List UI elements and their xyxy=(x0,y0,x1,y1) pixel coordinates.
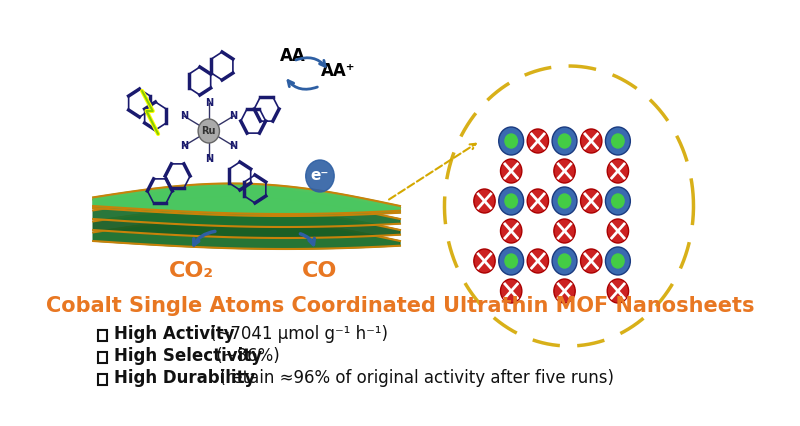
Circle shape xyxy=(498,217,524,245)
Text: AA: AA xyxy=(280,47,306,65)
Text: Cobalt Single Atoms Coordinated Ultrathin MOF Nanosheets: Cobalt Single Atoms Coordinated Ultrathi… xyxy=(46,296,754,316)
Circle shape xyxy=(606,127,630,155)
Text: AA⁺: AA⁺ xyxy=(321,62,355,80)
Text: N: N xyxy=(230,111,238,121)
Circle shape xyxy=(554,279,575,303)
Circle shape xyxy=(604,185,632,217)
Circle shape xyxy=(198,119,219,143)
Circle shape xyxy=(497,185,526,217)
Circle shape xyxy=(606,217,630,245)
Circle shape xyxy=(497,245,526,277)
Circle shape xyxy=(552,187,577,215)
Text: N: N xyxy=(205,154,213,164)
Circle shape xyxy=(501,279,522,303)
Text: (~86%): (~86%) xyxy=(211,347,280,365)
Text: CO₂: CO₂ xyxy=(169,261,214,281)
Circle shape xyxy=(578,127,604,155)
Circle shape xyxy=(604,125,632,157)
Text: N: N xyxy=(205,98,213,108)
Circle shape xyxy=(552,217,577,245)
Circle shape xyxy=(497,125,526,157)
Circle shape xyxy=(612,254,624,268)
Circle shape xyxy=(472,247,497,275)
Text: Ru: Ru xyxy=(202,126,216,136)
Circle shape xyxy=(498,277,524,305)
Circle shape xyxy=(505,134,518,148)
Circle shape xyxy=(552,277,577,305)
Circle shape xyxy=(527,129,549,153)
Circle shape xyxy=(606,187,630,215)
Circle shape xyxy=(558,194,570,208)
Circle shape xyxy=(550,125,578,157)
Circle shape xyxy=(552,127,577,155)
Circle shape xyxy=(607,279,629,303)
Circle shape xyxy=(606,157,630,185)
FancyBboxPatch shape xyxy=(98,374,107,385)
Circle shape xyxy=(607,159,629,183)
Text: e⁻: e⁻ xyxy=(310,169,329,184)
Circle shape xyxy=(501,219,522,243)
Circle shape xyxy=(498,157,524,185)
Text: N: N xyxy=(180,141,188,151)
Circle shape xyxy=(527,189,549,213)
Text: N: N xyxy=(180,111,188,121)
Polygon shape xyxy=(93,207,400,238)
Circle shape xyxy=(498,247,524,275)
Circle shape xyxy=(474,249,495,273)
Circle shape xyxy=(306,160,334,192)
Circle shape xyxy=(505,194,518,208)
Circle shape xyxy=(606,277,630,305)
Text: High Selectivity: High Selectivity xyxy=(114,347,262,365)
Circle shape xyxy=(472,187,497,215)
Circle shape xyxy=(578,247,604,275)
Text: (~7041 μmol g⁻¹ h⁻¹): (~7041 μmol g⁻¹ h⁻¹) xyxy=(190,325,388,343)
Circle shape xyxy=(501,159,522,183)
Circle shape xyxy=(558,134,570,148)
Circle shape xyxy=(498,127,524,155)
Circle shape xyxy=(526,247,550,275)
Circle shape xyxy=(578,187,604,215)
Circle shape xyxy=(505,254,518,268)
Circle shape xyxy=(606,247,630,275)
Polygon shape xyxy=(93,184,400,214)
Text: N: N xyxy=(230,141,238,151)
Circle shape xyxy=(527,249,549,273)
Circle shape xyxy=(526,127,550,155)
Polygon shape xyxy=(93,185,400,216)
Circle shape xyxy=(612,134,624,148)
Circle shape xyxy=(581,189,602,213)
Circle shape xyxy=(550,245,578,277)
Circle shape xyxy=(581,249,602,273)
FancyBboxPatch shape xyxy=(98,330,107,341)
Circle shape xyxy=(474,189,495,213)
Text: High Activity: High Activity xyxy=(114,325,234,343)
FancyBboxPatch shape xyxy=(98,352,107,363)
Circle shape xyxy=(558,254,570,268)
Circle shape xyxy=(604,245,632,277)
Circle shape xyxy=(498,187,524,215)
Circle shape xyxy=(554,219,575,243)
Circle shape xyxy=(552,157,577,185)
Circle shape xyxy=(612,194,624,208)
Text: High Durability: High Durability xyxy=(114,369,255,387)
Circle shape xyxy=(550,185,578,217)
Circle shape xyxy=(607,219,629,243)
Text: CO: CO xyxy=(302,261,338,281)
Circle shape xyxy=(581,129,602,153)
Circle shape xyxy=(554,159,575,183)
Polygon shape xyxy=(93,196,400,227)
Circle shape xyxy=(552,247,577,275)
Text: (retain ≈96% of original activity after five runs): (retain ≈96% of original activity after … xyxy=(209,369,614,387)
Polygon shape xyxy=(93,219,400,249)
Circle shape xyxy=(526,187,550,215)
